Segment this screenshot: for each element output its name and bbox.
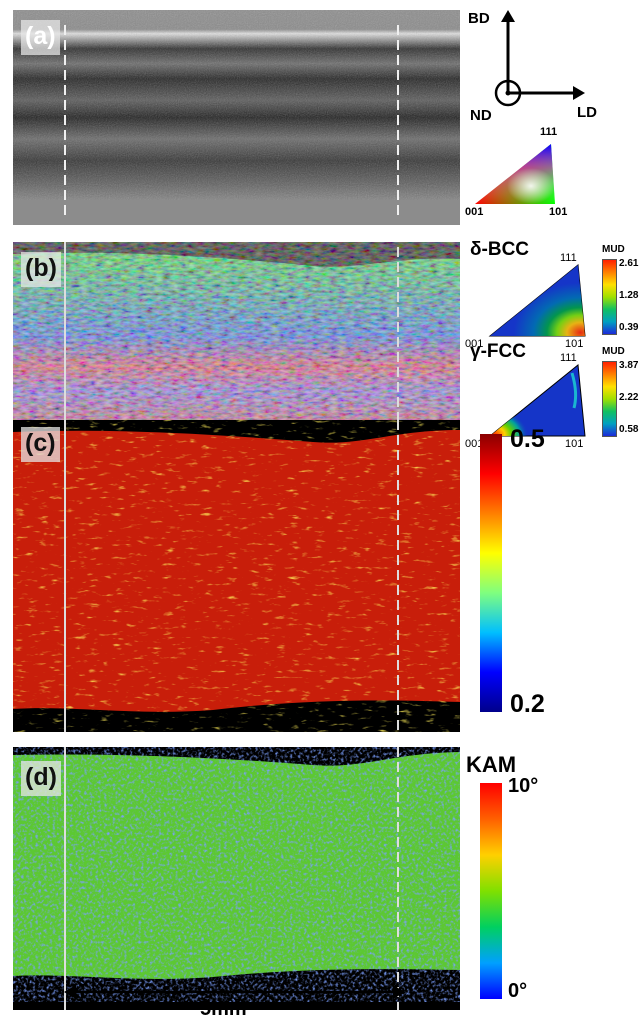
scale-bar-arrow <box>64 985 405 999</box>
fcc-tick-min: 0.58 <box>619 424 639 435</box>
kam-title: KAM <box>466 752 517 777</box>
fcc-ipf-legend: γ-FCC 111 001 101 MUD 3.87 2.22 0.58 <box>465 338 639 453</box>
fcc-tick-max: 3.87 <box>619 360 639 371</box>
panel-a-micrograph: (a) <box>13 10 460 225</box>
bcc-ipf-triangle <box>488 264 586 337</box>
fcc-001: 001 <box>465 438 484 450</box>
fcc-111: 111 <box>560 352 577 364</box>
kam-colorbar-min: 0° <box>508 980 528 1002</box>
panel-c-label: (c) <box>21 427 60 462</box>
panel-a-label: (a) <box>21 20 60 55</box>
ipf-map-image <box>13 242 460 449</box>
bcc-ipf-legend: δ-BCC 111 001 101 MUD 2.61 1.28 0.39 <box>465 238 639 353</box>
fcc-101: 101 <box>565 438 584 450</box>
bcc-111: 111 <box>560 252 577 264</box>
ipf-color-key: 111 001 101 <box>465 122 585 222</box>
ipf-key-111: 111 <box>540 126 558 138</box>
ipf-key-101: 101 <box>549 206 568 218</box>
fcc-tick-mid: 2.22 <box>619 392 639 403</box>
ipf-key-001: 001 <box>465 206 484 218</box>
panel-d-kam-map: (d) <box>13 747 460 1010</box>
axes-diagram <box>494 10 585 107</box>
bcc-101: 101 <box>565 338 584 350</box>
scale-bar <box>62 982 407 1002</box>
panel-b-ipf-map: (b) <box>13 242 460 449</box>
bcc-tick-max: 2.61 <box>619 258 639 269</box>
kam-map-image <box>13 747 460 1010</box>
bd-label: BD <box>468 10 490 27</box>
kam-colorbar <box>480 783 502 999</box>
fcc-mud-title: MUD <box>602 346 625 357</box>
panel-d-label: (d) <box>21 761 61 796</box>
kam-colorbar-max: 10° <box>508 775 539 797</box>
ipf-key-triangle <box>475 144 555 204</box>
panel-c-colorbar-min: 0.2 <box>510 690 545 718</box>
axes-icon: BD LD ND <box>465 8 597 124</box>
bcc-001: 001 <box>465 338 484 350</box>
fcc-title: γ-FCC <box>470 341 526 362</box>
panel-b-label: (b) <box>21 252 61 287</box>
bcc-mud-title: MUD <box>602 244 625 255</box>
scale-bar-label: 5mm <box>200 998 247 1020</box>
bcc-title: δ-BCC <box>470 239 530 260</box>
micrograph-image <box>13 10 460 225</box>
panel-c-map: (c) <box>13 420 460 732</box>
panel-c-colorbar <box>480 434 502 712</box>
bcc-tick-min: 0.39 <box>619 322 639 333</box>
fcc-mud-colorbar <box>602 361 617 437</box>
nd-label: ND <box>470 107 492 124</box>
bcc-tick-mid: 1.28 <box>619 290 639 301</box>
fcc-ipf-triangle <box>488 364 586 437</box>
panel-c-image <box>13 420 460 732</box>
ld-label: LD <box>577 104 597 121</box>
panel-c-colorbar-max: 0.5 <box>510 425 545 453</box>
bcc-mud-colorbar <box>602 259 617 335</box>
